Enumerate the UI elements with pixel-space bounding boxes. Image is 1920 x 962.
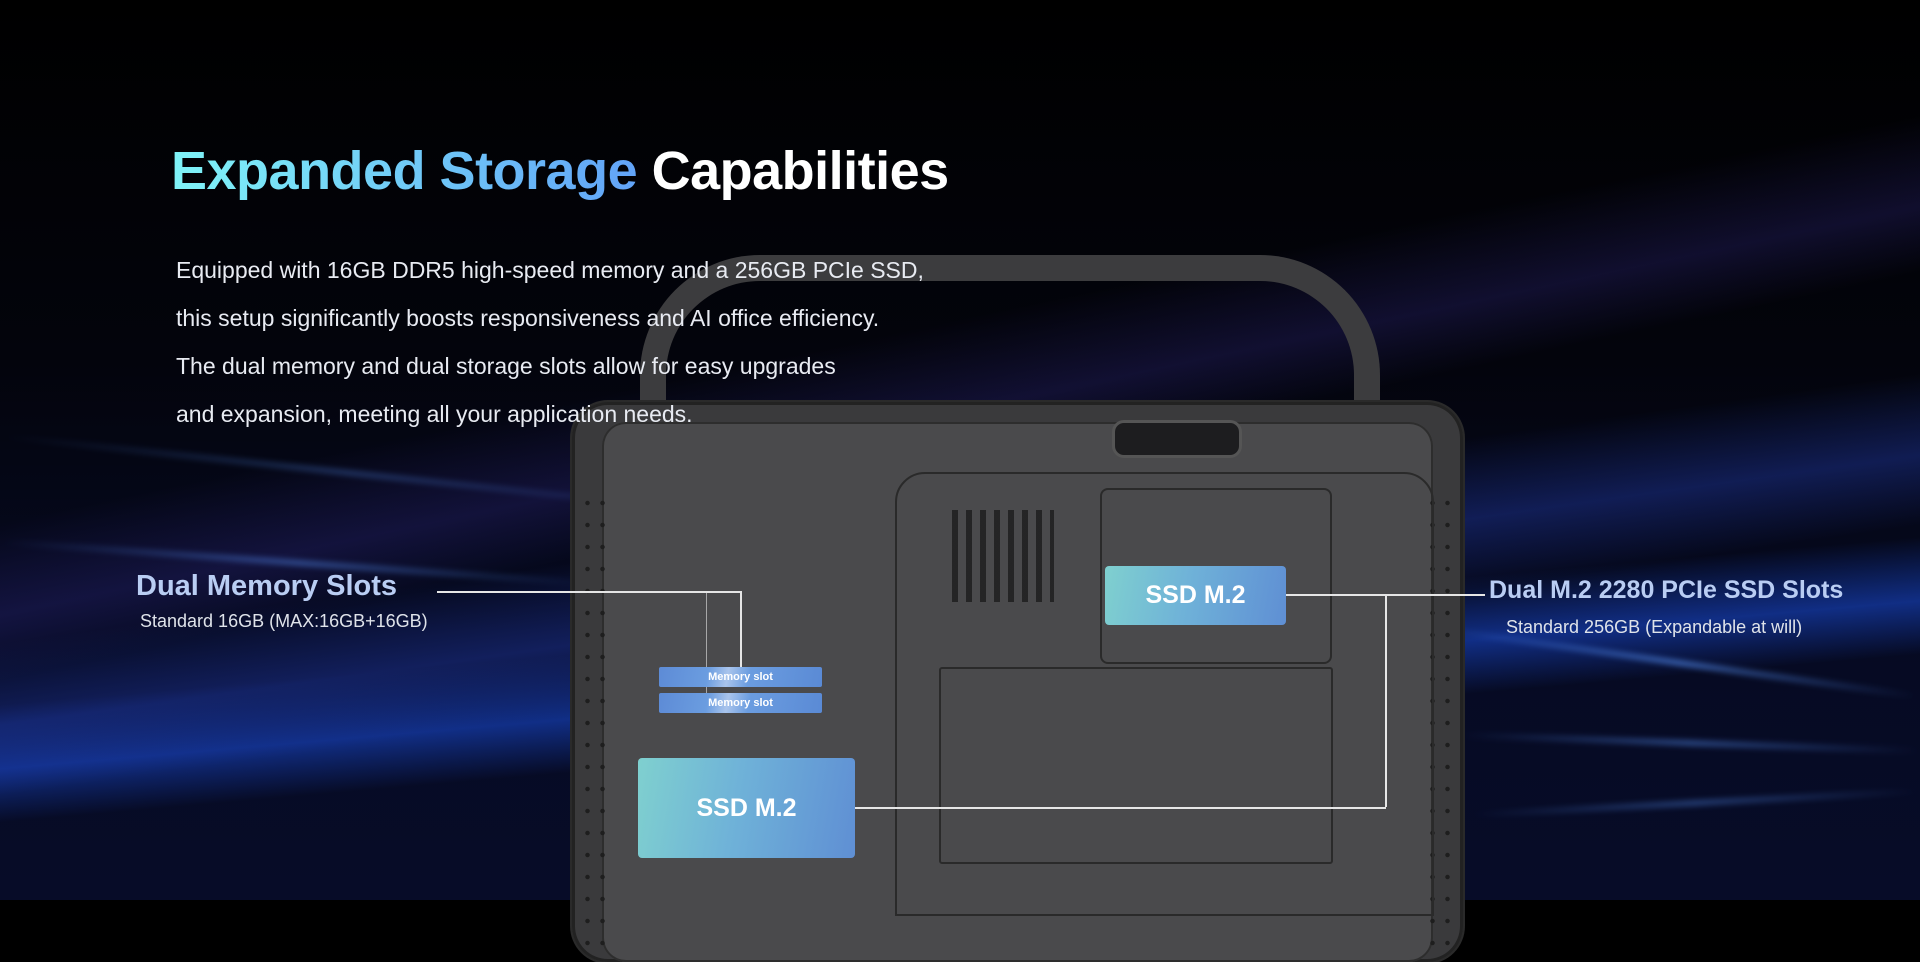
memory-leader-line: [706, 591, 707, 701]
vent-grille: [952, 510, 1054, 602]
title-rest: Capabilities: [651, 141, 950, 201]
memory-slot-2: Memory slot: [659, 693, 822, 713]
description: Equipped with 16GB DDR5 high-speed memor…: [176, 246, 924, 438]
page-title: Expanded Storage Capabilities: [171, 140, 949, 202]
ssd-leader-line: [1385, 594, 1387, 807]
battery-cover: [939, 667, 1333, 864]
memory-subtitle: Standard 16GB (MAX:16GB+16GB): [140, 611, 428, 631]
title-highlight: Expanded Storage: [171, 141, 638, 201]
camera-module: [1112, 420, 1242, 458]
ssd-slot-2: SSD M.2: [1105, 566, 1286, 625]
perforation-right: [1425, 492, 1455, 962]
perforation-left: [580, 492, 610, 962]
ssd-subtitle: Standard 256GB (Expandable at will): [1506, 617, 1803, 637]
description-line: The dual memory and dual storage slots a…: [176, 353, 836, 379]
ssd-cover: [1100, 488, 1332, 664]
memory-slot-1: Memory slot: [659, 667, 822, 687]
memory-title: Dual Memory Slots: [136, 570, 398, 602]
description-line: and expansion, meeting all your applicat…: [176, 401, 693, 427]
memory-leader-line: [437, 591, 741, 593]
ssd-slot-1: SSD M.2: [638, 758, 855, 858]
ssd-title: Dual M.2 2280 PCIe SSD Slots: [1489, 576, 1844, 604]
memory-leader-line: [740, 591, 742, 667]
description-line: Equipped with 16GB DDR5 high-speed memor…: [176, 257, 924, 283]
ssd-leader-line: [855, 807, 1386, 809]
description-line: this setup significantly boosts responsi…: [176, 305, 880, 331]
